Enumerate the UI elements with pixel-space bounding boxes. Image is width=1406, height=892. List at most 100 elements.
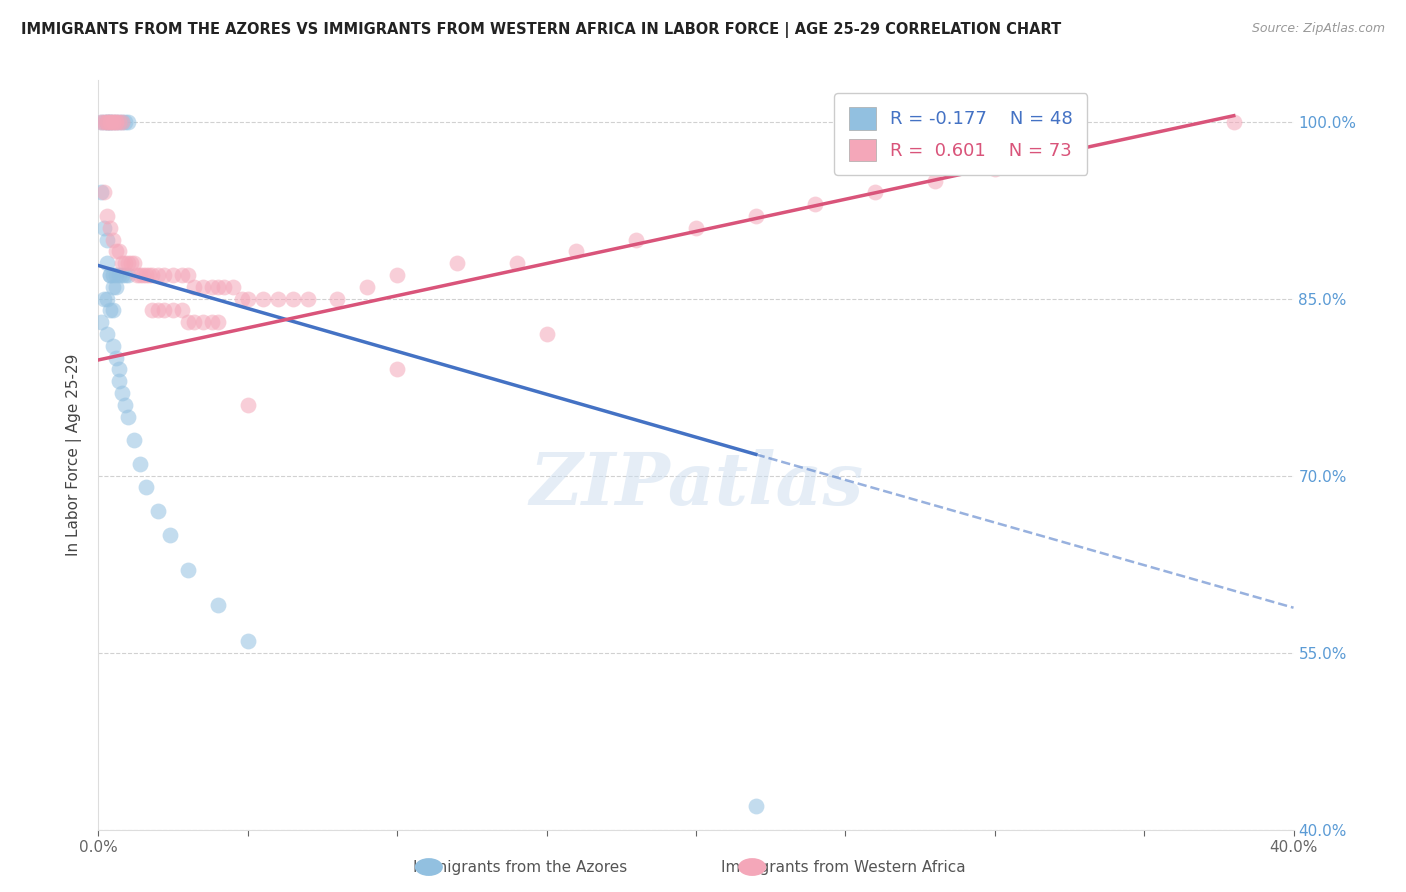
Point	[105, 279, 128, 293]
Point	[117, 114, 139, 128]
Point	[96, 233, 118, 247]
Text: ZIPatlas: ZIPatlas	[529, 450, 863, 520]
Point	[105, 114, 128, 128]
Point	[236, 398, 259, 412]
Point	[506, 256, 529, 270]
Point	[114, 268, 136, 282]
Point	[103, 339, 125, 353]
Point	[135, 268, 157, 282]
Point	[105, 268, 128, 282]
Point	[93, 114, 115, 128]
Legend: R = -0.177    N = 48, R =  0.601    N = 73: R = -0.177 N = 48, R = 0.601 N = 73	[834, 93, 1087, 175]
Point	[105, 114, 128, 128]
Point	[111, 114, 134, 128]
Point	[117, 268, 139, 282]
Point	[98, 268, 122, 282]
Point	[153, 303, 176, 318]
Point	[93, 292, 115, 306]
Point	[129, 457, 152, 471]
Point	[108, 362, 131, 376]
Point	[90, 315, 112, 329]
Point	[114, 398, 136, 412]
Point	[96, 256, 118, 270]
Point	[120, 256, 142, 270]
Point	[98, 268, 122, 282]
Point	[201, 279, 224, 293]
Point	[148, 504, 170, 518]
Point	[127, 268, 149, 282]
Point	[236, 633, 259, 648]
Point	[98, 114, 122, 128]
Point	[177, 268, 200, 282]
Point	[124, 256, 146, 270]
Point	[108, 114, 131, 128]
Point	[183, 315, 205, 329]
Point	[385, 362, 409, 376]
Point	[98, 114, 122, 128]
Point	[162, 268, 184, 282]
Point	[111, 256, 134, 270]
Point	[745, 799, 768, 814]
Point	[326, 292, 349, 306]
Point	[93, 220, 115, 235]
Point	[108, 244, 131, 259]
Point	[98, 220, 122, 235]
Text: Source: ZipAtlas.com: Source: ZipAtlas.com	[1251, 22, 1385, 36]
Point	[90, 114, 112, 128]
Point	[191, 315, 214, 329]
Point	[135, 480, 157, 494]
Point	[96, 209, 118, 223]
Point	[108, 268, 131, 282]
Text: Immigrants from the Azores: Immigrants from the Azores	[413, 860, 627, 874]
Point	[212, 279, 235, 293]
Point	[536, 326, 558, 341]
Point	[252, 292, 274, 306]
Point	[267, 292, 290, 306]
Point	[162, 303, 184, 318]
Point	[865, 186, 887, 200]
Point	[183, 279, 205, 293]
Point	[111, 268, 134, 282]
Point	[90, 114, 112, 128]
Point	[153, 268, 176, 282]
Point	[924, 173, 946, 187]
Point	[141, 268, 163, 282]
Point	[745, 209, 768, 223]
Point	[626, 233, 648, 247]
Point	[685, 220, 707, 235]
Point	[177, 563, 200, 577]
Point	[103, 303, 125, 318]
Y-axis label: In Labor Force | Age 25-29: In Labor Force | Age 25-29	[66, 354, 83, 556]
Point	[207, 279, 229, 293]
Point	[172, 268, 194, 282]
Point	[207, 599, 229, 613]
Point	[96, 326, 118, 341]
Point	[1223, 114, 1246, 128]
Point	[105, 351, 128, 365]
Point	[98, 114, 122, 128]
Point	[281, 292, 304, 306]
Point	[565, 244, 588, 259]
Text: IMMIGRANTS FROM THE AZORES VS IMMIGRANTS FROM WESTERN AFRICA IN LABOR FORCE | AG: IMMIGRANTS FROM THE AZORES VS IMMIGRANTS…	[21, 22, 1062, 38]
Point	[191, 279, 214, 293]
Point	[93, 186, 115, 200]
Point	[236, 292, 259, 306]
Point	[105, 244, 128, 259]
Point	[98, 114, 122, 128]
Point	[124, 433, 146, 447]
Point	[804, 197, 827, 211]
Point	[103, 114, 125, 128]
Point	[105, 114, 128, 128]
Point	[117, 256, 139, 270]
Point	[172, 303, 194, 318]
Text: Immigrants from Western Africa: Immigrants from Western Africa	[721, 860, 966, 874]
Point	[93, 114, 115, 128]
Point	[207, 315, 229, 329]
Point	[222, 279, 245, 293]
Point	[984, 161, 1007, 176]
Point	[385, 268, 409, 282]
Point	[297, 292, 319, 306]
Point	[96, 114, 118, 128]
Point	[114, 256, 136, 270]
Point	[103, 268, 125, 282]
